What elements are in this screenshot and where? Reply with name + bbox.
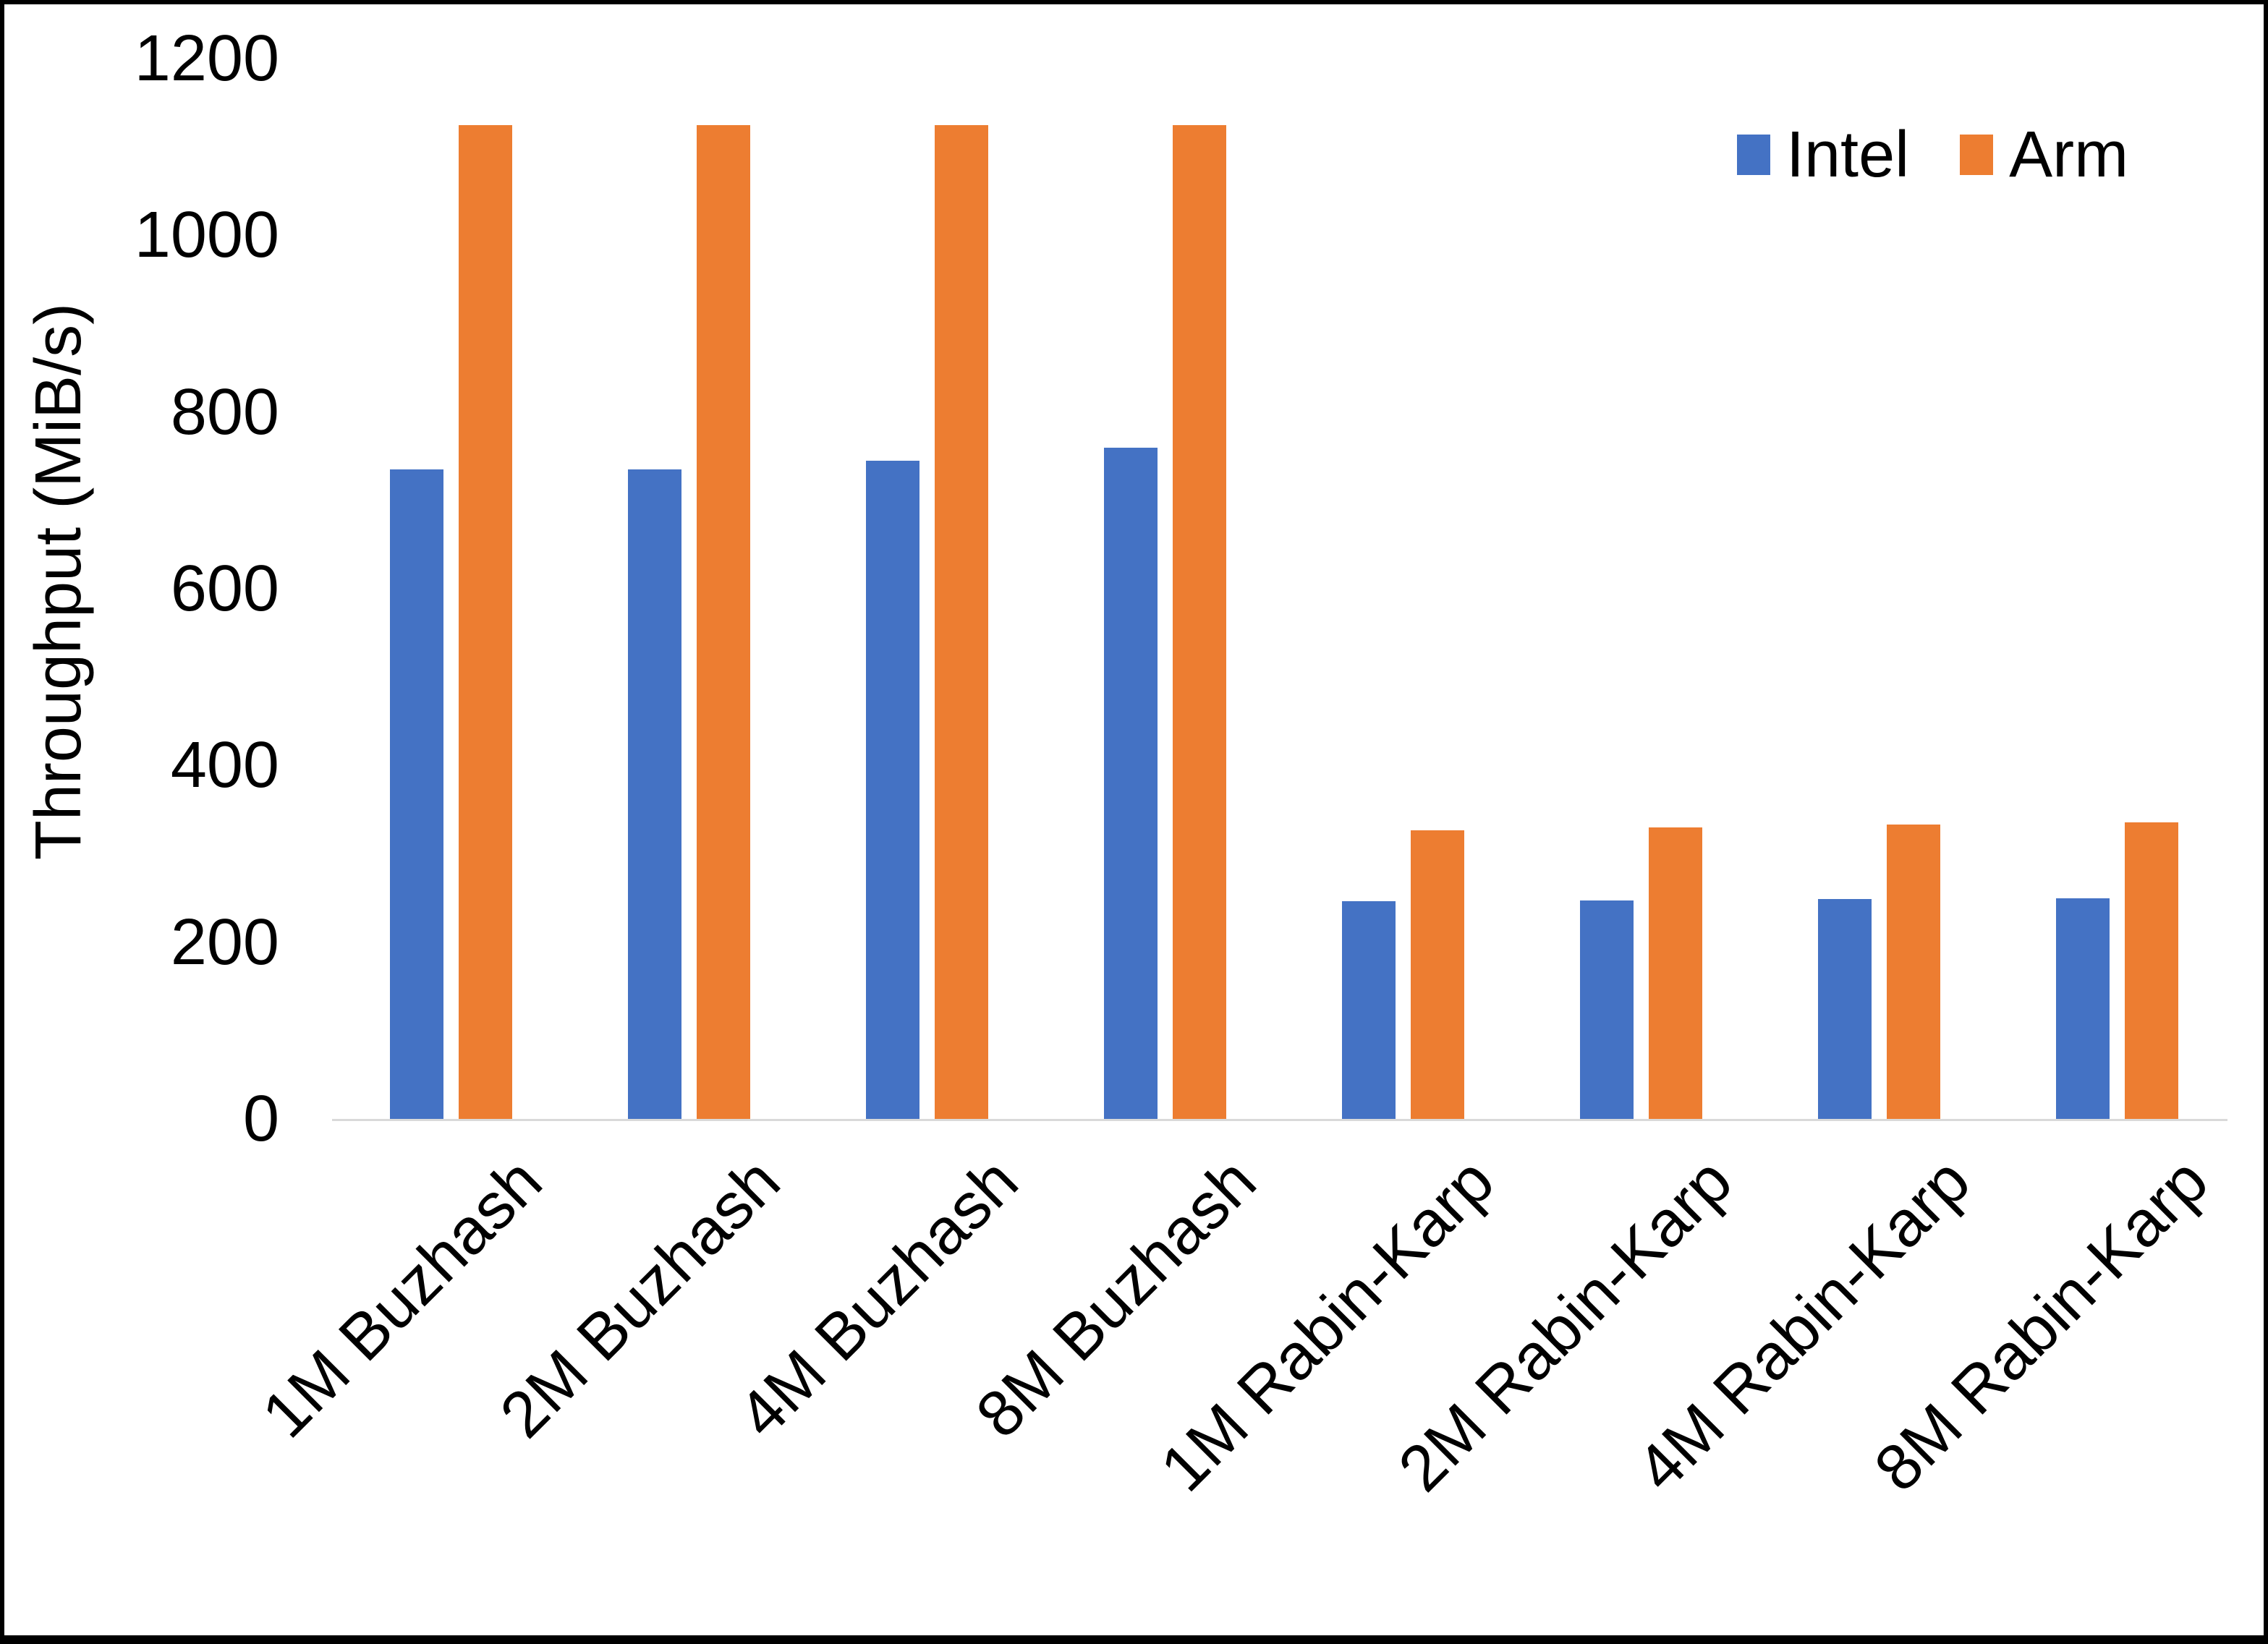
y-tick-label: 200 — [170, 906, 279, 979]
legend-label: Arm — [2009, 119, 2129, 191]
bar-intel-4 — [1104, 447, 1158, 1119]
legend-swatch-intel — [1737, 135, 1770, 175]
legend-swatch-arm — [1960, 135, 1994, 175]
legend-item-arm: Arm — [1960, 119, 2128, 191]
bar-intel-5 — [1342, 901, 1396, 1119]
legend-label: Intel — [1786, 119, 1910, 191]
bar-intel-8 — [2056, 898, 2110, 1119]
plot-area — [332, 59, 2227, 1121]
y-tick-label: 1000 — [134, 199, 279, 272]
legend: Intel Arm — [1737, 119, 2128, 191]
bar-arm-3 — [935, 124, 988, 1119]
bar-arm-4 — [1173, 124, 1226, 1119]
bar-intel-6 — [1580, 900, 1634, 1119]
bar-intel-3 — [866, 460, 919, 1119]
bar-arm-5 — [1411, 830, 1464, 1119]
bar-intel-1 — [390, 469, 443, 1119]
bar-arm-6 — [1649, 827, 1702, 1119]
y-tick-label: 800 — [170, 375, 279, 448]
bar-arm-1 — [459, 124, 512, 1119]
y-tick-label: 0 — [242, 1083, 279, 1155]
bar-intel-7 — [1818, 898, 1872, 1119]
y-tick-label: 1200 — [134, 22, 279, 95]
bar-arm-2 — [697, 124, 750, 1119]
legend-item-intel: Intel — [1737, 119, 1909, 191]
bar-arm-8 — [2125, 822, 2178, 1119]
y-tick-label: 600 — [170, 553, 279, 625]
y-tick-label: 400 — [170, 729, 279, 802]
bar-intel-2 — [628, 469, 681, 1119]
bar-arm-7 — [1887, 825, 1940, 1119]
